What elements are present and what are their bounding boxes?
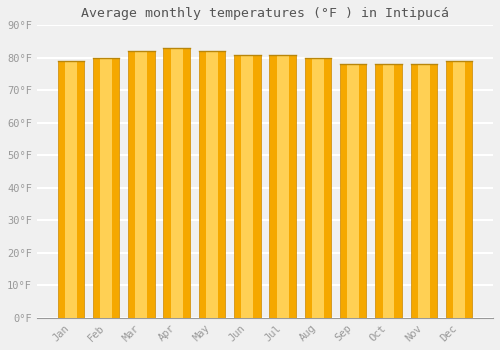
Bar — [375, 64, 402, 318]
Bar — [340, 64, 366, 318]
Title: Average monthly temperatures (°F ) in Intipucá: Average monthly temperatures (°F ) in In… — [81, 7, 449, 20]
Bar — [198, 51, 225, 318]
Bar — [65, 61, 76, 318]
Bar — [382, 64, 394, 318]
Bar — [100, 58, 112, 318]
Bar — [304, 58, 331, 318]
Bar — [312, 58, 324, 318]
Bar — [270, 55, 296, 318]
Bar — [453, 61, 465, 318]
Bar — [234, 55, 260, 318]
Bar — [58, 61, 84, 318]
Bar — [446, 61, 472, 318]
Bar — [206, 51, 218, 318]
Bar — [418, 64, 430, 318]
Bar — [93, 58, 120, 318]
Bar — [128, 51, 154, 318]
Bar — [164, 48, 190, 318]
Bar — [347, 64, 359, 318]
Bar — [170, 48, 182, 318]
Bar — [410, 64, 437, 318]
Bar — [136, 51, 147, 318]
Bar — [276, 55, 288, 318]
Bar — [242, 55, 253, 318]
